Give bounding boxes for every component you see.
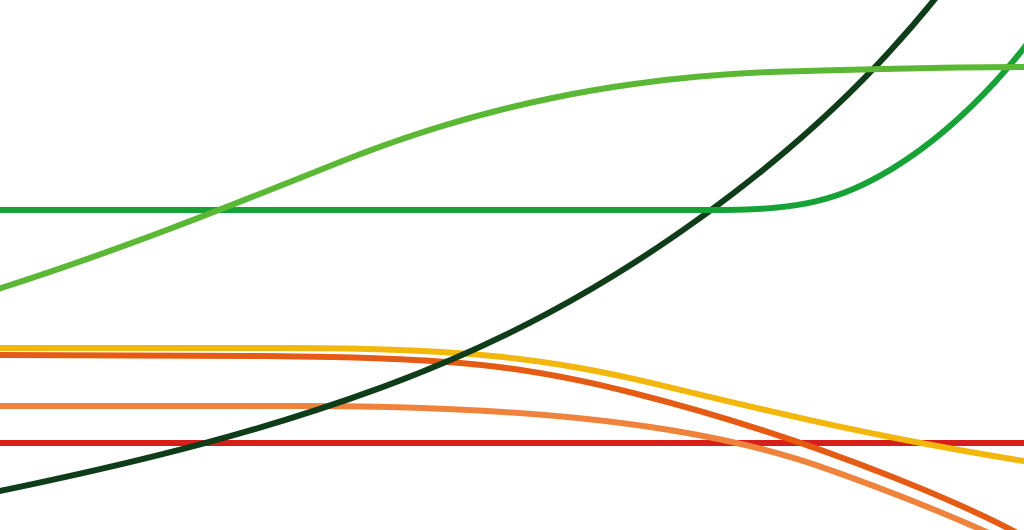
line-chart xyxy=(0,0,1024,530)
green-line xyxy=(0,40,1024,210)
